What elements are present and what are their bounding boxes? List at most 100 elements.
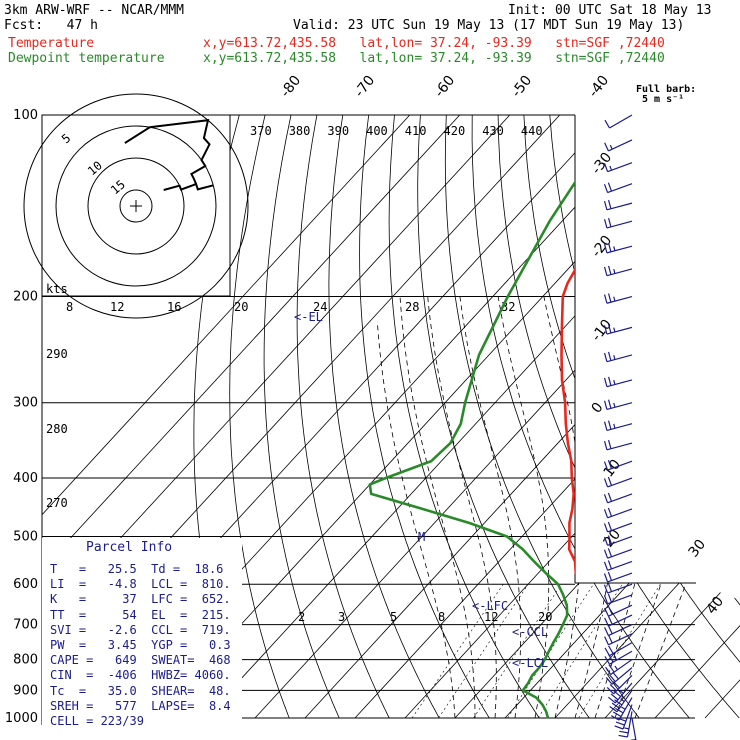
pressure-label-300: 300 — [13, 396, 38, 411]
wind-barb-staff — [626, 711, 633, 738]
dry-adiabat — [652, 115, 740, 719]
wind-barb-tick — [619, 690, 624, 694]
wind-barb-tick — [605, 677, 613, 685]
wind-barb-tick — [604, 656, 611, 665]
wind-barb-tick — [610, 715, 620, 721]
wind-barb-staff — [608, 624, 633, 637]
parcel-info-row: PW = 3.45 YGP = 0.3 — [50, 638, 231, 652]
wind-barb-tick — [607, 476, 613, 486]
isotherm-label: -60 — [432, 73, 459, 101]
wind-barb-tick — [607, 217, 612, 227]
wind-barb-tick — [603, 561, 609, 571]
wind-barb-tick — [613, 246, 616, 251]
parcel-info-row: CELL = 223/39 — [50, 714, 144, 728]
wind-barb — [603, 560, 633, 571]
mixing-ratio-line — [473, 584, 562, 719]
parcel-info-panel: Parcel Info T = 25.5 Td = 18.6 LI = -4.8 … — [42, 538, 242, 728]
wind-barb-staff — [607, 183, 633, 194]
dry-adiabat-label: 420 — [444, 124, 466, 138]
wind-barb-tick — [603, 244, 608, 254]
theta-label: 280 — [46, 422, 68, 436]
dry-adiabat — [417, 115, 590, 719]
wind-barb-tick — [603, 294, 608, 304]
wind-barb — [603, 182, 633, 194]
wind-barb-tick — [604, 607, 609, 617]
isotherm-label: -40 — [586, 73, 613, 101]
wind-barb-staff — [607, 493, 633, 504]
wind-barb — [603, 242, 633, 254]
wind-barb-tick — [607, 571, 613, 581]
wind-barb-tick — [603, 400, 608, 410]
wind-barb-tick — [607, 182, 613, 192]
wind-barb-tick — [603, 421, 608, 431]
isotherm-line — [454, 115, 740, 719]
wind-barb — [604, 114, 633, 129]
barb-legend-title: Full barb: — [636, 84, 697, 95]
wind-barb-tick — [613, 379, 616, 385]
dry-adiabat — [229, 115, 290, 719]
wind-barb-tick — [607, 560, 613, 570]
dry-adiabat — [388, 115, 540, 719]
wind-barb-staff — [606, 202, 633, 211]
wind-barb-tick — [607, 351, 612, 361]
parcel-info-row: Tc = 35.0 SHEAR= 48. — [50, 683, 231, 698]
wind-barb-staff — [606, 220, 633, 229]
pressure-label-500: 500 — [13, 529, 38, 544]
wind-barb-tick — [603, 325, 608, 335]
valid-time: Valid: 23 UTC Sun 19 May 13 (17 MDT Sun … — [293, 18, 685, 33]
isotherm-label: 40 — [704, 594, 728, 618]
sounding-profiles — [368, 180, 575, 719]
wind-barb-tick — [603, 494, 609, 504]
wind-barb-tick — [607, 459, 613, 469]
isotherm-line — [504, 115, 740, 719]
wind-barb-tick — [603, 162, 609, 172]
dry-adiabat — [549, 115, 740, 719]
wind-barb-staff — [607, 460, 633, 471]
temperature-legend-label: Temperature — [8, 36, 95, 51]
parcel-info-row: LI = -4.8 LCL = 810. — [50, 577, 231, 592]
dry-adiabat-label: 370 — [250, 124, 272, 138]
mixing-ratio-line — [537, 584, 623, 719]
wind-barb — [603, 199, 633, 211]
dry-adiabat-label: 380 — [289, 124, 311, 138]
wind-barb-tick — [607, 593, 613, 603]
moist-adiabat — [427, 296, 497, 719]
wind-barb-tick — [618, 734, 628, 738]
wind-barb — [604, 604, 633, 617]
moist-adiabat-label: 16 — [167, 300, 181, 314]
wind-barb-tick — [603, 219, 608, 229]
wind-barb-tick — [607, 293, 612, 303]
moist-adiabat — [497, 296, 550, 719]
wind-barb-tick — [620, 698, 625, 702]
wind-barb — [609, 690, 633, 713]
wind-barb — [610, 697, 633, 721]
init-time: Init: 00 UTC Sat 18 May 13 — [508, 3, 712, 18]
isotherm-line — [704, 115, 740, 719]
wind-barb-tick — [613, 423, 616, 429]
wind-barb — [603, 571, 633, 583]
mixing-ratio-label: 20 — [538, 610, 552, 624]
moist-adiabat — [543, 296, 583, 719]
wind-barb — [603, 217, 633, 229]
theta-label: 270 — [46, 496, 68, 510]
wind-barb — [605, 659, 633, 675]
wind-barb-tick — [608, 696, 616, 704]
pressure-label-600: 600 — [13, 577, 38, 592]
wind-barb-tick — [603, 509, 609, 518]
wind-barb — [604, 642, 633, 657]
wind-barb — [603, 535, 633, 546]
wind-barb-tick — [603, 461, 609, 471]
hodograph-units-label: kts — [46, 282, 68, 296]
wind-barb-staff — [607, 548, 633, 559]
wind-barb — [603, 376, 633, 388]
wind-barb-tick — [609, 144, 613, 150]
mixing-ratio-label: 2 — [298, 610, 305, 624]
wind-barb-tick — [605, 666, 612, 675]
mixing-ratio-label: 5 — [390, 610, 397, 624]
moist-adiabat — [459, 296, 522, 719]
model-title: 3km ARW-WRF -- NCAR/MMM — [4, 3, 185, 18]
wind-barb-tick — [603, 200, 608, 210]
wind-barb-tick — [604, 647, 611, 656]
wind-barb-tick — [614, 665, 619, 671]
hodograph-ring — [87, 157, 185, 255]
